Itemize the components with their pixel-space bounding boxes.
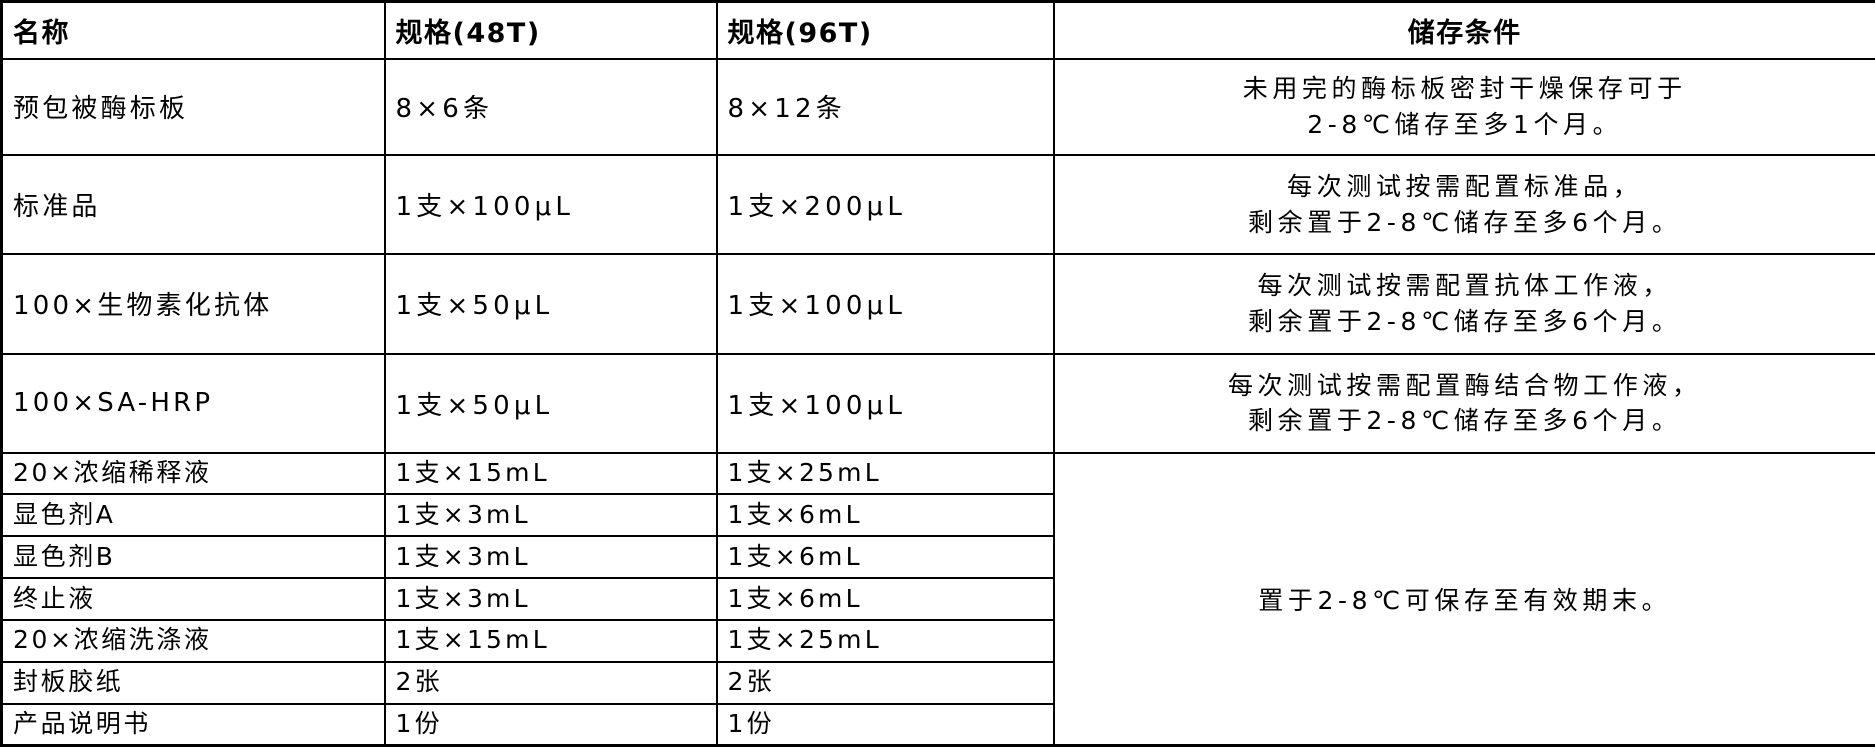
cell-spec-96t: 1支×6mL <box>715 535 1055 580</box>
cell-spec-48t: 1支×3mL <box>383 577 718 621</box>
table-row: 预包被酶标板 8×6条 8×12条 未用完的酶标板密封干燥保存可于 2-8℃储存… <box>0 57 1875 157</box>
cell-spec-48t: 2张 <box>383 660 718 705</box>
cell-spec-48t: 8×6条 <box>383 57 718 157</box>
cell-storage-conditions: 每次测试按需配置抗体工作液， 剩余置于2-8℃储存至多6个月。 <box>1052 253 1875 355</box>
cell-component-name: 20×浓缩洗涤液 <box>0 618 386 663</box>
table-row: 标准品 1支×100μL 1支×200μL 每次测试按需配置标准品， 剩余置于2… <box>0 154 1875 256</box>
column-header-storage-conditions: 储存条件 <box>1052 0 1875 60</box>
table-row: 封板胶纸 2张 2张 <box>0 660 1875 705</box>
table-row: 显色剂B 1支×3mL 1支×6mL <box>0 535 1875 580</box>
column-header-spec-96t: 规格(96T) <box>715 0 1055 60</box>
storage-line: 每次测试按需配置酶结合物工作液， <box>1227 370 1702 400</box>
table-header: 名称 规格(48T) 规格(96T) 储存条件 <box>0 0 1875 60</box>
cell-spec-96t: 1份 <box>715 702 1055 747</box>
cell-spec-96t: 1支×100μL <box>715 253 1055 355</box>
cell-spec-48t: 1支×3mL <box>383 493 718 538</box>
table-row: 显色剂A 1支×3mL 1支×6mL <box>0 493 1875 538</box>
cell-spec-96t: 1支×6mL <box>715 493 1055 538</box>
cell-component-name: 显色剂B <box>0 535 386 580</box>
table-row: 20×浓缩稀释液 1支×15mL 1支×25mL 置于2-8℃可保存至有效期末。 <box>0 451 1875 747</box>
cell-spec-96t: 2张 <box>715 660 1055 705</box>
storage-line: 剩余置于2-8℃储存至多6个月。 <box>1248 207 1682 237</box>
storage-line: 剩余置于2-8℃储存至多6个月。 <box>1248 306 1682 336</box>
cell-component-name: 终止液 <box>0 577 386 621</box>
cell-component-name: 20×浓缩稀释液 <box>0 451 386 496</box>
cell-spec-48t: 1支×50μL <box>383 352 718 454</box>
cell-component-name: 产品说明书 <box>0 702 386 747</box>
table-row: 100×SA-HRP 1支×50μL 1支×100μL 每次测试按需配置酶结合物… <box>0 352 1875 454</box>
storage-line: 剩余置于2-8℃储存至多6个月。 <box>1248 406 1682 436</box>
storage-line: 每次测试按需配置标准品， <box>1287 172 1643 202</box>
cell-spec-96t: 1支×100μL <box>715 352 1055 454</box>
cell-storage-conditions: 每次测试按需配置酶结合物工作液， 剩余置于2-8℃储存至多6个月。 <box>1052 352 1875 454</box>
cell-component-name: 预包被酶标板 <box>0 57 386 157</box>
cell-spec-96t: 1支×200μL <box>715 154 1055 256</box>
table-row: 终止液 1支×3mL 1支×6mL <box>0 577 1875 621</box>
cell-spec-48t: 1支×3mL <box>383 535 718 580</box>
storage-line: 每次测试按需配置抗体工作液， <box>1257 271 1672 301</box>
cell-spec-48t: 1支×50μL <box>383 253 718 355</box>
table-header-row: 名称 规格(48T) 规格(96T) 储存条件 <box>0 0 1875 60</box>
column-header-name: 名称 <box>0 0 386 60</box>
table-row: 产品说明书 1份 1份 <box>0 702 1875 747</box>
table-body: 预包被酶标板 8×6条 8×12条 未用完的酶标板密封干燥保存可于 2-8℃储存… <box>0 57 1875 747</box>
cell-spec-48t: 1支×15mL <box>383 451 718 496</box>
cell-component-name: 封板胶纸 <box>0 660 386 705</box>
cell-storage-conditions-merged: 置于2-8℃可保存至有效期末。 <box>1052 451 1875 747</box>
table-row: 20×浓缩洗涤液 1支×15mL 1支×25mL <box>0 618 1875 663</box>
storage-line: 未用完的酶标板密封干燥保存可于 <box>1242 74 1687 104</box>
cell-spec-96t: 1支×6mL <box>715 577 1055 621</box>
cell-storage-conditions: 未用完的酶标板密封干燥保存可于 2-8℃储存至多1个月。 <box>1052 57 1875 157</box>
cell-spec-96t: 8×12条 <box>715 57 1055 157</box>
cell-storage-conditions: 每次测试按需配置标准品， 剩余置于2-8℃储存至多6个月。 <box>1052 154 1875 256</box>
cell-spec-96t: 1支×25mL <box>715 618 1055 663</box>
cell-component-name: 标准品 <box>0 154 386 256</box>
table-row: 100×生物素化抗体 1支×50μL 1支×100μL 每次测试按需配置抗体工作… <box>0 253 1875 355</box>
cell-spec-48t: 1支×100μL <box>383 154 718 256</box>
cell-component-name: 100×SA-HRP <box>0 352 386 454</box>
cell-component-name: 100×生物素化抗体 <box>0 253 386 355</box>
cell-spec-48t: 1份 <box>383 702 718 747</box>
cell-spec-48t: 1支×15mL <box>383 618 718 663</box>
storage-line: 2-8℃储存至多1个月。 <box>1307 109 1623 139</box>
cell-component-name: 显色剂A <box>0 493 386 538</box>
cell-spec-96t: 1支×25mL <box>715 451 1055 496</box>
column-header-spec-48t: 规格(48T) <box>383 0 718 60</box>
